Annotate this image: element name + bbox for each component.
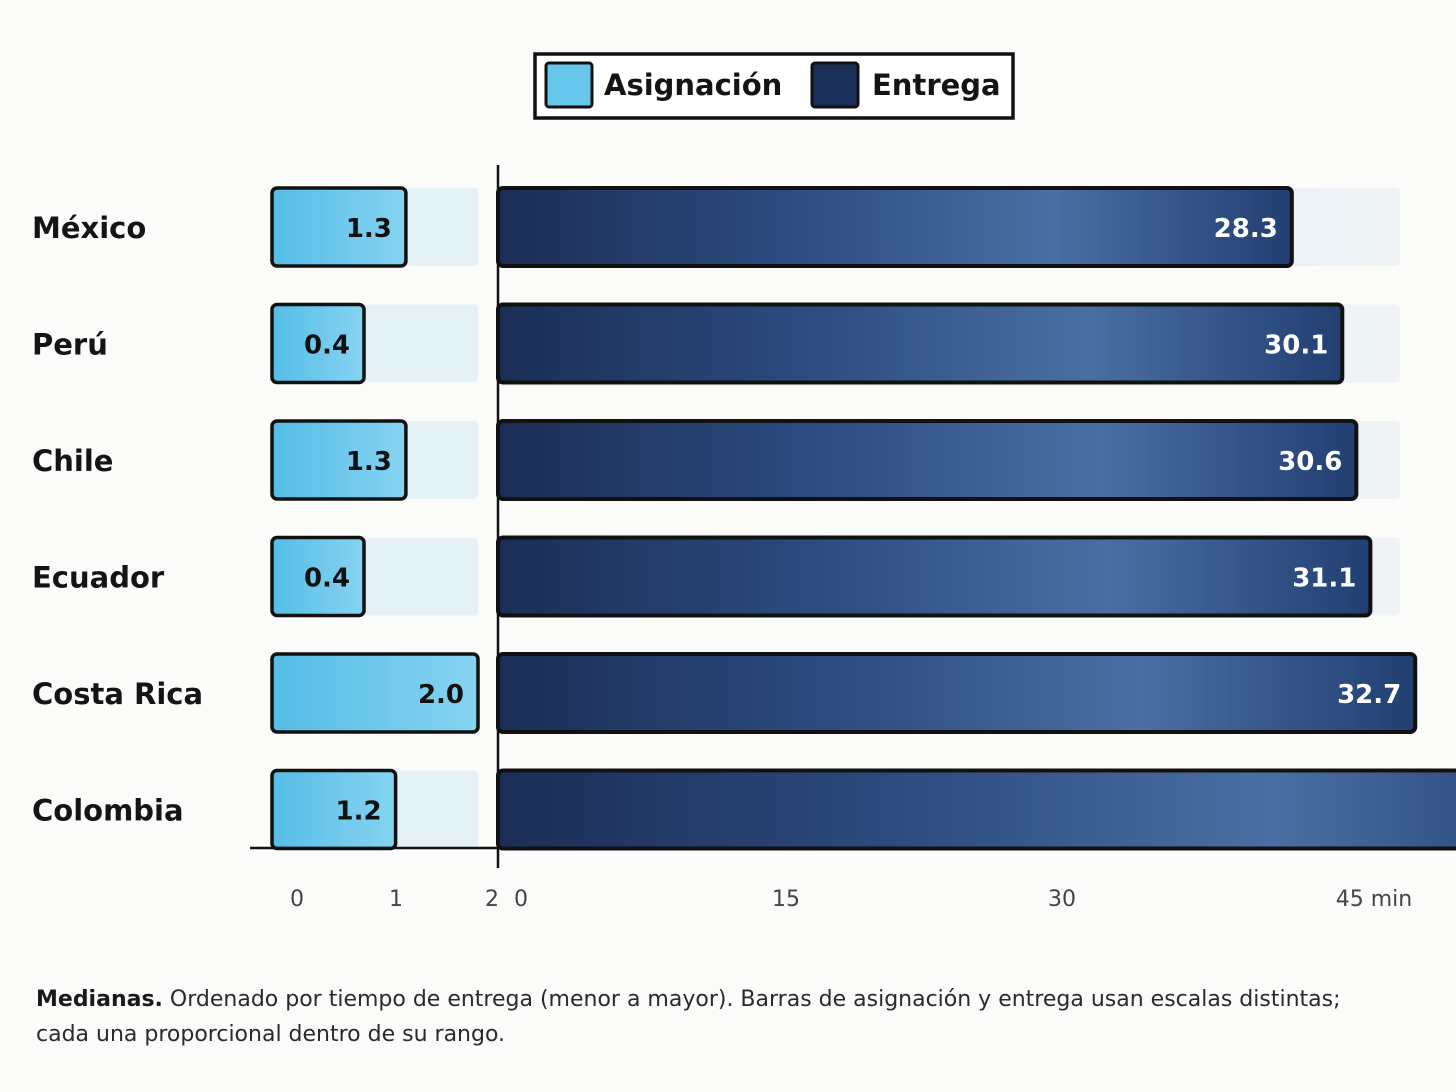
- delivery-tick-3: 45 min: [1336, 887, 1412, 912]
- category-labels: México Perú Chile Ecuador Costa Rica Colombia: [32, 211, 203, 828]
- delivery-bar-chile: [496, 419, 1359, 501]
- delivery-bar-colombia: [496, 768, 1456, 851]
- legend: Asignación Entrega: [533, 52, 1015, 120]
- delivery-value-peru: 30.1: [1264, 331, 1328, 361]
- delivery-bar-ecuador: [496, 535, 1373, 618]
- delivery-value-chile: 30.6: [1278, 447, 1342, 477]
- delivery-tick-2: 30: [1048, 887, 1076, 912]
- delivery-bar-mexico: [496, 186, 1294, 268]
- category-label-ecuador: Ecuador: [32, 561, 165, 595]
- footnote-text: Ordenado por tiempo de entrega (menor a …: [36, 987, 1341, 1047]
- assign-tick-2: 2: [485, 887, 499, 912]
- chart-canvas: Asignación Entrega 1.3 28.3 0.4 30.1 1.3 30.6…: [32, 52, 1456, 912]
- category-label-colombia: Colombia: [32, 794, 184, 828]
- assign-value-colombia: 1.2: [336, 797, 382, 827]
- assign-value-ecuador: 0.4: [304, 564, 350, 594]
- legend-label-entrega: Entrega: [872, 68, 1001, 102]
- assign-value-peru: 0.4: [304, 331, 350, 361]
- legend-swatch-asignacion: [544, 61, 594, 109]
- category-label-chile: Chile: [32, 444, 113, 478]
- assign-bar-costa-rica: [270, 652, 480, 734]
- assign-bar-chile: [270, 419, 408, 501]
- delivery-tick-1: 15: [772, 887, 800, 912]
- tick-labels: 0 1 2 0 15 30 45 min: [290, 887, 1412, 912]
- category-label-mexico: México: [32, 211, 146, 245]
- assign-value-mexico: 1.3: [346, 214, 392, 244]
- assign-bar-peru: [270, 302, 366, 385]
- delivery-tick-0: 0: [514, 887, 528, 912]
- axes: [250, 165, 1418, 868]
- assign-bar-mexico: [270, 186, 408, 268]
- legend-label-asignacion: Asignación: [604, 68, 782, 102]
- delivery-value-mexico: 28.3: [1214, 214, 1278, 244]
- assign-bar-ecuador: [270, 535, 366, 618]
- legend-frame: [533, 52, 1015, 120]
- category-label-costa-rica: Costa Rica: [32, 677, 203, 711]
- assign-value-costa-rica: 2.0: [418, 680, 464, 710]
- category-label-peru: Perú: [32, 328, 108, 362]
- background-tracks: [272, 188, 1400, 849]
- assign-tick-1: 1: [389, 887, 403, 912]
- assign-value-chile: 1.3: [346, 447, 392, 477]
- delivery-bar-peru: [496, 302, 1345, 385]
- assign-tick-0: 0: [290, 887, 304, 912]
- bars: 1.328.30.430.11.330.60.431.12.032.71.239…: [270, 186, 1456, 851]
- footnote: Medianas. Ordenado por tiempo de entrega…: [36, 982, 1396, 1052]
- delivery-bar-costa-rica: [496, 652, 1418, 734]
- delivery-value-ecuador: 31.1: [1292, 564, 1356, 594]
- footnote-bold: Medianas.: [36, 987, 163, 1012]
- delivery-value-costa-rica: 32.7: [1337, 680, 1401, 710]
- legend-swatch-entrega: [810, 61, 860, 109]
